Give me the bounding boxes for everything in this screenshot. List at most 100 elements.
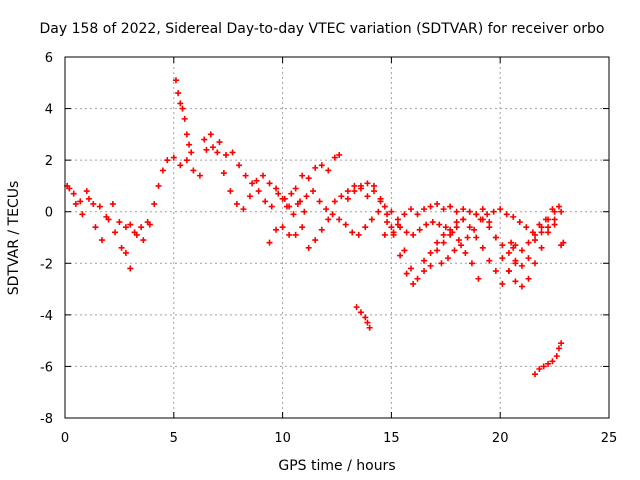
data-point-track-f [303, 193, 310, 200]
data-point-track-e [299, 224, 306, 231]
data-point-track-c [188, 149, 195, 156]
data-point-track-f [349, 229, 356, 236]
data-point-track-j [523, 224, 530, 231]
data-point-track-a [122, 224, 129, 231]
data-point-track-d [318, 162, 325, 169]
data-point-track-h [466, 208, 473, 215]
data-point-track-l [362, 314, 369, 321]
data-point-track-h [551, 216, 558, 223]
data-point-track-e [338, 193, 345, 200]
data-point-track-f [518, 262, 525, 269]
data-point-track-j [536, 221, 543, 228]
data-point-track-f [342, 221, 349, 228]
data-point-track-a [255, 188, 262, 195]
data-point-track-i [492, 268, 499, 275]
data-point-track-b [140, 237, 147, 244]
data-point-track-a [301, 208, 308, 215]
data-point-track-d [260, 172, 267, 179]
data-point-track-j [458, 242, 465, 249]
data-point-track-h [388, 224, 395, 231]
data-point-track-l [357, 309, 364, 316]
data-point-track-d [253, 177, 260, 184]
data-point-track-b [127, 265, 134, 272]
data-point-track-a [96, 203, 103, 210]
data-point-track-h [525, 275, 532, 282]
data-point-track-g [410, 280, 417, 287]
data-point-track-d [292, 185, 299, 192]
data-point-track-a [151, 200, 158, 207]
data-point-track-j [542, 216, 549, 223]
data-point-track-j [490, 208, 497, 215]
data-point-track-a [249, 180, 256, 187]
data-point-track-h [492, 234, 499, 241]
data-point-track-a [223, 151, 230, 158]
data-point-track-g [384, 211, 391, 218]
data-point-track-f [316, 198, 323, 205]
data-point-track-a [229, 149, 236, 156]
y-axis-title: SDTVAR / TECUs [6, 181, 22, 296]
data-point-track-e [312, 237, 319, 244]
data-point-track-f [525, 255, 532, 262]
data-point-track-f [388, 208, 395, 215]
data-point-track-f [375, 208, 382, 215]
data-point-track-h [381, 231, 388, 238]
data-point-track-e [468, 260, 475, 267]
data-point-track-b [66, 185, 73, 192]
data-point-track-g [370, 182, 377, 189]
data-point-track-g [377, 195, 384, 202]
data-point-track-a [116, 219, 123, 226]
data-point-track-h [394, 216, 401, 223]
data-point-track-a [90, 200, 97, 207]
data-point-track-e [410, 231, 417, 238]
data-point-track-m [545, 360, 552, 367]
data-point-track-i [460, 216, 467, 223]
data-point-track-h [473, 211, 480, 218]
data-point-track-i [512, 260, 519, 267]
data-point-track-i [486, 257, 493, 264]
data-point-track-e [292, 231, 299, 238]
data-point-track-a [109, 200, 116, 207]
data-point-track-e [462, 249, 469, 256]
data-point-track-m [536, 366, 543, 373]
data-point-track-b [133, 231, 140, 238]
data-point-track-m [532, 371, 539, 378]
plot-frame [64, 56, 610, 419]
data-point-track-d [325, 167, 332, 174]
data-point-track-j [555, 203, 562, 210]
data-point-track-g [397, 252, 404, 259]
x-tick-label: 25 [601, 431, 618, 446]
data-point-track-a [190, 167, 197, 174]
data-point-track-b [85, 195, 92, 202]
data-point-track-e [403, 229, 410, 236]
data-point-track-c [183, 131, 190, 138]
data-point-track-a [183, 157, 190, 164]
data-point-track-f [453, 224, 460, 231]
data-point-track-c [179, 105, 186, 112]
data-point-track-d [207, 131, 214, 138]
data-point-track-f [499, 242, 506, 249]
data-point-track-g [357, 182, 364, 189]
data-point-track-f [532, 237, 539, 244]
data-point-track-a [196, 172, 203, 179]
data-point-track-f [297, 198, 304, 205]
data-point-track-m [553, 353, 560, 360]
data-point-track-h [512, 278, 519, 285]
data-point-track-i [453, 219, 460, 226]
data-point-track-h [460, 206, 467, 213]
data-point-track-a [170, 154, 177, 161]
data-point-track-d [299, 172, 306, 179]
data-point-track-a [70, 190, 77, 197]
data-point-track-d [266, 180, 273, 187]
data-point-track-c [177, 100, 184, 107]
y-tick-label: -8 [40, 412, 53, 427]
data-point-track-c [175, 90, 182, 97]
y-tick-label: 2 [45, 154, 53, 169]
data-point-track-j [560, 239, 567, 246]
y-tick-label: 6 [45, 51, 53, 66]
data-point-track-d [233, 200, 240, 207]
data-point-track-f [329, 211, 336, 218]
data-point-track-d [214, 149, 221, 156]
data-point-track-i [518, 247, 525, 254]
data-point-track-f [440, 239, 447, 246]
